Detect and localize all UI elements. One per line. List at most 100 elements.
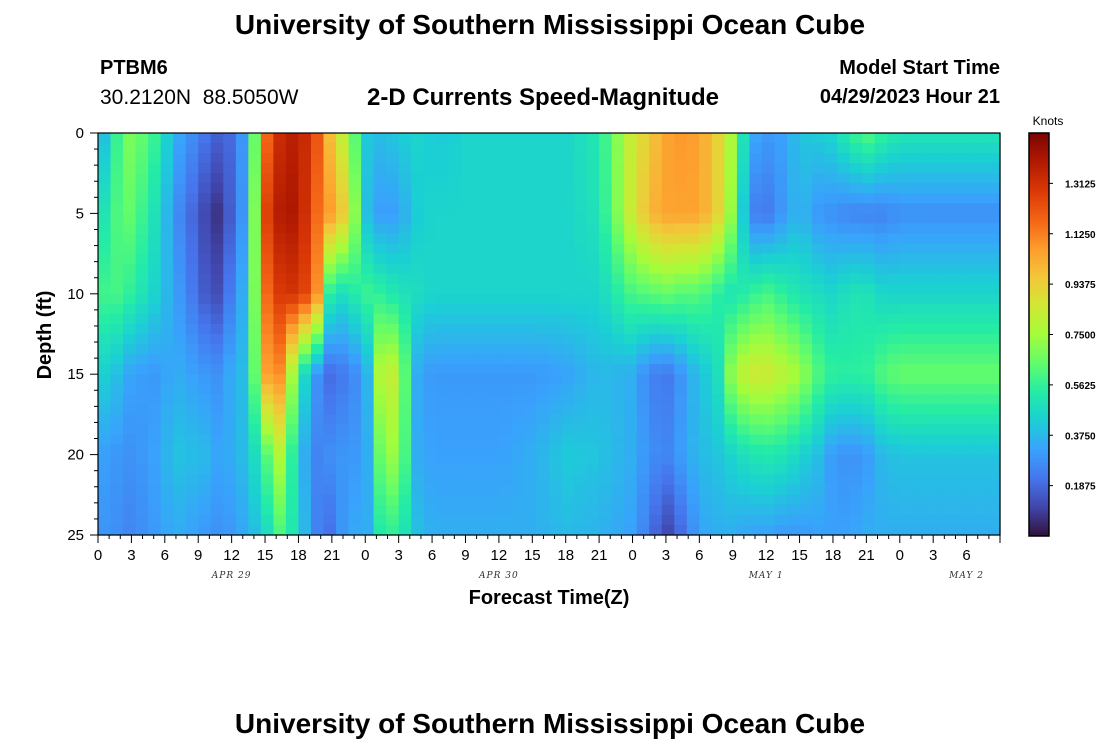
heatmap-cell (937, 524, 951, 536)
heatmap-cell (962, 414, 976, 426)
heatmap-cell (674, 364, 688, 375)
heatmap-cell (736, 524, 751, 536)
heatmap-cell (649, 524, 663, 536)
heatmap-cell (812, 454, 826, 466)
heatmap-cell (336, 243, 350, 255)
heatmap-cell (135, 434, 149, 446)
heatmap-cell (523, 444, 538, 456)
heatmap-cell (511, 404, 525, 415)
heatmap-cell (423, 504, 437, 516)
heatmap-cell (674, 514, 688, 526)
heatmap-cell (323, 153, 337, 164)
heatmap-cell (98, 133, 112, 144)
heatmap-cell (135, 504, 149, 516)
heatmap-cell (348, 434, 362, 446)
heatmap-cell (310, 354, 325, 365)
heatmap-cell (774, 474, 788, 486)
heatmap-cell (636, 223, 650, 235)
heatmap-cell (185, 414, 199, 426)
heatmap-cell (661, 243, 675, 255)
heatmap-cell (260, 233, 274, 245)
heatmap-cell (561, 193, 575, 204)
x-tick-label: 15 (524, 547, 541, 564)
heatmap-cell (674, 253, 688, 265)
heatmap-cell (974, 273, 989, 285)
heatmap-cell (461, 334, 475, 345)
heatmap-cell (574, 434, 588, 446)
heatmap-cell (198, 273, 212, 285)
heatmap-cell (373, 153, 387, 164)
heatmap-cell (461, 223, 475, 235)
heatmap-cell (448, 434, 462, 446)
heatmap-cell (649, 464, 663, 476)
heatmap-cell (498, 153, 513, 164)
heatmap-cell (736, 384, 751, 395)
heatmap-cell (123, 494, 137, 506)
heatmap-cell (824, 213, 838, 225)
heatmap-cell (862, 193, 876, 204)
heatmap-cell (511, 504, 525, 516)
heatmap-cell (549, 233, 563, 245)
heatmap-cell (761, 203, 776, 214)
heatmap-cell (949, 283, 964, 295)
heatmap-cell (248, 374, 262, 385)
heatmap-cell (273, 253, 287, 265)
heatmap-cell (774, 213, 788, 225)
heatmap-cell (686, 163, 700, 174)
heatmap-cell (661, 494, 675, 506)
heatmap-cell (98, 434, 112, 446)
heatmap-cell (473, 213, 487, 225)
heatmap-cell (235, 133, 249, 144)
heatmap-cell (699, 454, 713, 466)
heatmap-cell (937, 223, 951, 235)
heatmap-cell (937, 354, 951, 365)
heatmap-cell (699, 404, 713, 415)
heatmap-cell (987, 283, 1001, 295)
heatmap-cell (899, 384, 913, 395)
heatmap-cell (574, 173, 588, 184)
heatmap-cell (248, 283, 262, 295)
heatmap-cell (348, 384, 362, 395)
heatmap-cell (736, 344, 751, 355)
heatmap-cell (887, 193, 901, 204)
heatmap-cell (223, 273, 237, 285)
heatmap-cell (386, 434, 400, 446)
heatmap-cell (198, 283, 212, 295)
heatmap-cell (135, 303, 149, 315)
heatmap-cell (336, 213, 350, 225)
heatmap-cell (260, 364, 274, 375)
heatmap-cell (624, 173, 638, 184)
heatmap-cell (486, 464, 500, 476)
heatmap-cell (937, 253, 951, 265)
heatmap-cell (260, 524, 274, 536)
heatmap-cell (887, 504, 901, 516)
heatmap-cell (248, 263, 262, 275)
heatmap-cell (260, 404, 274, 415)
heatmap-cell (837, 133, 851, 144)
heatmap-cell (411, 384, 425, 395)
heatmap-cell (148, 484, 162, 496)
heatmap-cell (473, 203, 487, 214)
heatmap-cell (536, 263, 550, 275)
heatmap-cell (686, 484, 700, 496)
heatmap-cell (436, 263, 450, 275)
heatmap-cell (248, 444, 262, 456)
heatmap-cell (937, 153, 951, 164)
heatmap-cell (110, 163, 124, 174)
heatmap-cell (185, 173, 199, 184)
heatmap-cell (123, 374, 137, 385)
heatmap-cell (887, 364, 901, 375)
heatmap-cell (974, 484, 989, 496)
heatmap-cell (699, 334, 713, 345)
heatmap-cell (110, 173, 124, 184)
heatmap-cell (160, 364, 174, 375)
heatmap-cell (924, 233, 938, 245)
heatmap-cell (912, 344, 926, 355)
heatmap-cell (599, 334, 613, 345)
heatmap-cell (787, 283, 801, 295)
heatmap-cell (511, 213, 525, 225)
heatmap-cell (285, 293, 300, 305)
heatmap-cell (686, 384, 700, 395)
heatmap-cell (135, 253, 149, 265)
heatmap-cell (549, 153, 563, 164)
